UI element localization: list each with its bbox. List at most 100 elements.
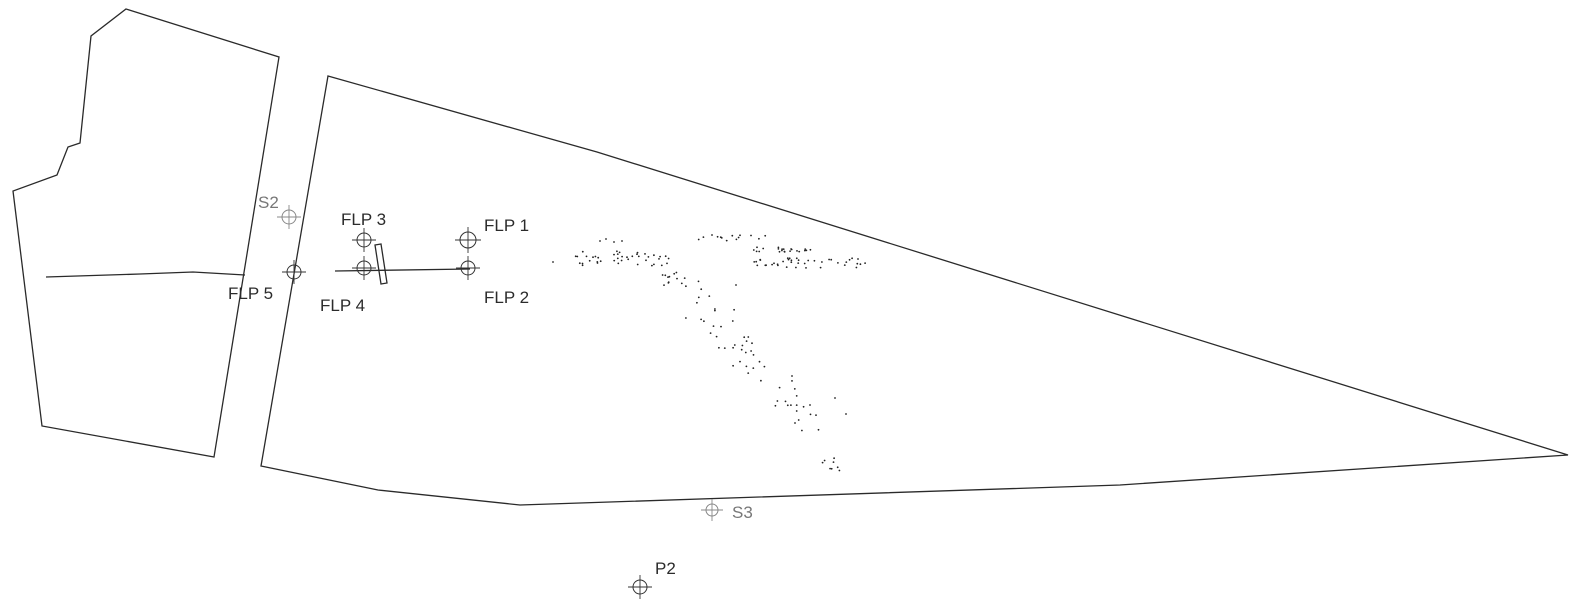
survey-point [676,277,678,280]
survey-point [758,250,761,253]
survey-point [732,364,734,367]
survey-point [785,266,788,268]
survey-point [821,261,823,263]
survey-point [795,410,798,412]
survey-point [739,360,741,363]
survey-point [776,400,779,402]
survey-point [644,253,646,255]
survey-point [685,285,687,288]
left-parcel-line [45,271,246,278]
survey-point [747,336,750,338]
survey-point [857,258,859,260]
survey-point [653,254,655,257]
marker-label-flp5: FLP 5 [228,284,273,303]
survey-point [613,259,616,262]
survey-point [859,263,862,266]
survey-point [786,257,789,260]
survey-point [784,400,787,403]
survey-point [618,251,621,254]
survey-point [617,262,620,265]
survey-point [723,347,726,349]
survey-point [790,261,793,264]
survey-point [851,257,853,260]
survey-point [796,250,798,252]
survey-point [765,264,767,267]
survey-point [794,422,796,424]
survey-point [798,250,801,253]
survey-point [823,459,826,462]
survey-point [791,380,793,382]
survey-point [578,262,581,265]
survey-point [733,344,736,346]
survey-point [845,413,847,415]
survey-point [621,255,623,258]
survey-point [599,240,601,242]
survey-point [552,261,554,263]
survey-point [813,259,816,262]
survey-point [732,346,734,349]
survey-point [605,238,607,240]
survey-point [588,259,591,262]
survey-point [725,239,728,242]
survey-point [745,340,748,342]
survey-point [804,249,806,252]
survey-point [667,282,670,284]
survey-point [697,280,700,283]
survey-point [781,248,783,251]
survey-point [576,255,579,258]
survey-point [805,249,808,252]
marker-label-flp1: FLP 1 [484,216,529,235]
survey-point [843,264,846,266]
survey-point [731,320,734,322]
survey-point [777,248,780,250]
survey-point [716,235,719,238]
marker-p2: P2 [628,559,676,599]
survey-point [836,466,839,469]
survey-point [762,247,765,250]
survey-point [855,266,858,269]
survey-point [755,260,758,263]
right-parcel-outline [260,75,1569,506]
survey-point [683,277,686,279]
marker-s3: S3 [701,499,753,522]
marker-label-s2: S2 [258,193,279,212]
marker-flp1: FLP 1 [455,216,529,253]
survey-point [789,250,791,253]
marker-label-s3: S3 [732,503,753,522]
survey-point [745,365,748,368]
survey-point [783,251,786,253]
survey-point [804,248,807,251]
survey-point [636,251,639,254]
survey-point [647,256,650,258]
survey-point [751,342,753,345]
survey-point [764,234,767,237]
survey-point [803,262,806,265]
survey-point [797,259,800,262]
survey-point [830,258,833,261]
survey-point [832,461,835,463]
left-parcel-outline [12,8,280,458]
survey-point [697,296,700,299]
survey-markers: FLP 1 FLP 2 FLP 3 FLP 4 FLP 5 S2 S3 P2 [228,193,753,599]
survey-point [663,284,665,286]
survey-point [700,288,703,291]
survey-point [837,262,839,264]
survey-point [830,467,833,470]
survey-point [714,308,716,310]
survey-point [659,255,661,258]
survey-point [637,255,640,258]
survey-point [795,266,797,269]
survey-point [819,266,822,269]
survey-point [675,271,678,274]
survey-point [599,260,602,263]
survey-point [685,317,687,319]
survey-point [667,257,670,260]
survey-point [809,413,812,416]
survey-point [802,405,805,408]
survey-point [801,429,803,432]
survey-point [760,379,762,382]
survey-point [737,236,740,239]
survey-point [758,360,761,363]
survey-point [660,264,663,267]
